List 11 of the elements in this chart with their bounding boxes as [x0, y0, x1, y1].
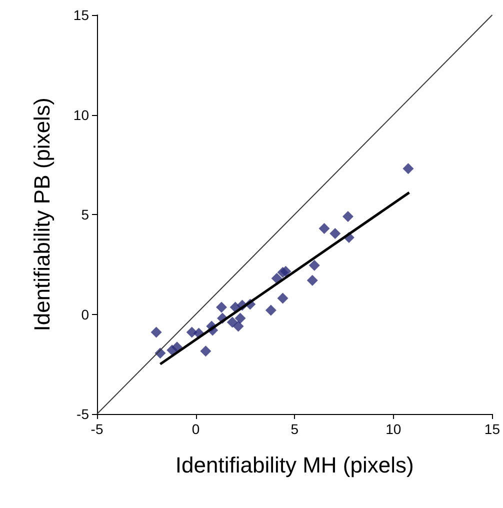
x-axis-title: Identifiability MH (pixels)	[175, 452, 414, 478]
y-tick-label: 5	[81, 206, 90, 222]
x-tick-label: 10	[386, 421, 402, 437]
y-tick-label: 15	[73, 7, 90, 23]
y-axis-title: Identifiability PB (pixels)	[30, 98, 54, 332]
y-tick-label: -5	[76, 406, 90, 422]
y-tick-label: 0	[81, 306, 90, 322]
x-tick-label: 0	[192, 421, 200, 437]
x-tick-label: 5	[290, 421, 299, 437]
y-tick-label: 10	[73, 106, 90, 123]
x-tick-label: 15	[484, 421, 500, 437]
